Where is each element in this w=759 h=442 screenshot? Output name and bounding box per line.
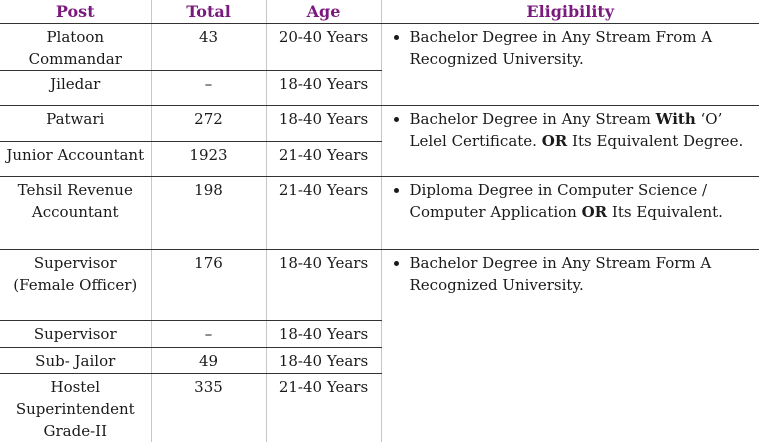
total-cell: 335 — [151, 374, 266, 442]
header-row: Post Total Age Eligibility — [0, 0, 759, 24]
age-cell: 20-40 Years — [266, 24, 381, 71]
age-cell: 21-40 Years — [266, 177, 381, 250]
age-cell: 18-40 Years — [266, 71, 381, 106]
post-cell: Hostel Superintendent Grade-II — [0, 374, 151, 442]
age-cell: 18-40 Years — [266, 106, 381, 142]
post-cell: Patwari — [0, 106, 151, 142]
post-cell: Supervisor (Female Officer) — [0, 250, 151, 321]
total-cell: 272 — [151, 106, 266, 142]
table-row: Platoon Commandar 43 20-40 Years Bachelo… — [0, 24, 759, 71]
age-cell: 21-40 Years — [266, 374, 381, 442]
eligibility-list: Diploma Degree in Computer Science / Com… — [390, 179, 754, 223]
eligibility-item: Bachelor Degree in Any Stream From A Rec… — [410, 26, 754, 70]
eligibility-cell: Bachelor Degree in Any Stream From A Rec… — [381, 24, 759, 106]
post-cell: Tehsil Revenue Accountant — [0, 177, 151, 250]
eligibility-list: Bachelor Degree in Any Stream With ‘O’ L… — [390, 108, 754, 152]
age-cell: 18-40 Years — [266, 348, 381, 374]
table-row: Supervisor (Female Officer) 176 18-40 Ye… — [0, 250, 759, 321]
header-eligibility: Eligibility — [381, 0, 759, 24]
total-cell: 1923 — [151, 142, 266, 177]
post-cell: Jiledar — [0, 71, 151, 106]
eligibility-item: Bachelor Degree in Any Stream With ‘O’ L… — [410, 108, 754, 152]
age-cell: 18-40 Years — [266, 250, 381, 321]
table-row: Patwari 272 18-40 Years Bachelor Degree … — [0, 106, 759, 142]
total-cell: – — [151, 71, 266, 106]
post-cell: Sub- Jailor — [0, 348, 151, 374]
post-cell: Supervisor — [0, 321, 151, 348]
eligibility-list: Bachelor Degree in Any Stream From A Rec… — [390, 26, 754, 70]
eligibility-cell: Bachelor Degree in Any Stream Form A Rec… — [381, 250, 759, 442]
eligibility-item: Bachelor Degree in Any Stream Form A Rec… — [410, 252, 754, 296]
post-cell: Junior Accountant — [0, 142, 151, 177]
header-total: Total — [151, 0, 266, 24]
eligibility-list: Bachelor Degree in Any Stream Form A Rec… — [390, 252, 754, 296]
header-age: Age — [266, 0, 381, 24]
total-cell: 176 — [151, 250, 266, 321]
total-cell: 43 — [151, 24, 266, 71]
eligibility-cell: Diploma Degree in Computer Science / Com… — [381, 177, 759, 250]
eligibility-item: Diploma Degree in Computer Science / Com… — [410, 179, 754, 223]
header-post: Post — [0, 0, 151, 24]
total-cell: 198 — [151, 177, 266, 250]
age-cell: 18-40 Years — [266, 321, 381, 348]
eligibility-cell: Bachelor Degree in Any Stream With ‘O’ L… — [381, 106, 759, 177]
total-cell: 49 — [151, 348, 266, 374]
post-cell: Platoon Commandar — [0, 24, 151, 71]
table-row: Tehsil Revenue Accountant 198 21-40 Year… — [0, 177, 759, 250]
age-cell: 21-40 Years — [266, 142, 381, 177]
total-cell: – — [151, 321, 266, 348]
